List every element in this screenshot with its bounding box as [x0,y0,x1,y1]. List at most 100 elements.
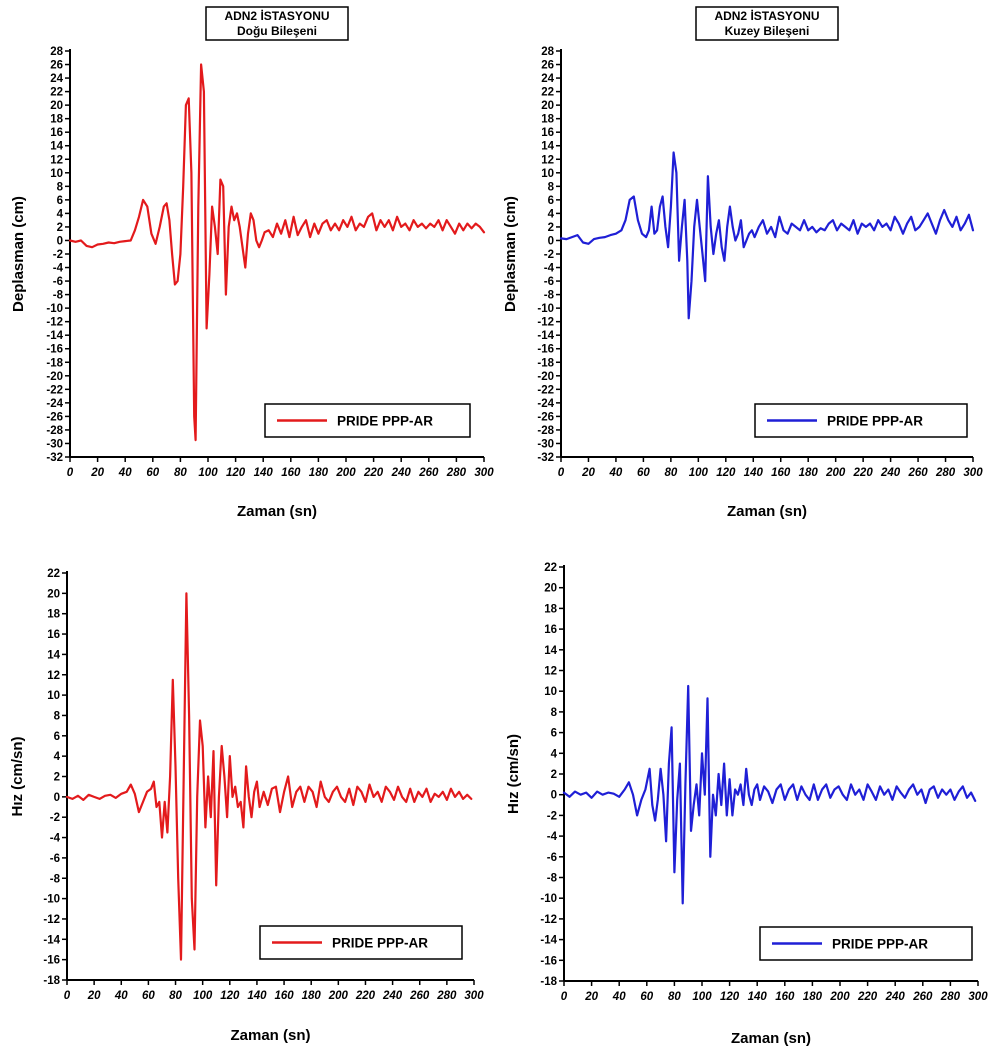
x-tick-label: 220 [363,467,384,479]
title-box [205,6,349,41]
y-tick-label: 14 [541,141,554,153]
y-tick-label: -10 [537,303,554,315]
chart-title: ADN2 İSTASYONU [224,8,329,23]
series-line [68,63,486,442]
x-tick-label: 220 [853,467,874,479]
y-tick-label: 10 [50,168,63,180]
y-tick-label: 28 [541,46,554,58]
x-tick-label: 40 [114,990,128,1002]
y-tick-label: -16 [43,955,60,967]
y-tick-label: 6 [54,731,60,743]
x-tick-label: 40 [609,467,623,479]
y-tick-label: 2 [54,772,60,784]
y-tick-label: -2 [547,810,557,822]
y-tick-label: -4 [50,833,61,845]
x-tick-label: 100 [692,991,712,1003]
y-tick-label: 4 [548,208,555,220]
y-tick-label: -24 [46,398,63,410]
x-tick-label: 300 [474,467,494,479]
y-tick-label: 12 [47,670,60,682]
chart-panel-4: -18 -16 -14 -12 -10 -8 -6 -4 -2 0 2 4 6 8 10 12 14 16 18 20… [505,562,988,1047]
y-tick-label: -22 [46,384,63,396]
x-tick-label: 200 [825,467,846,479]
y-tick-label: 8 [54,710,61,722]
y-tick-label: -2 [544,249,554,261]
x-tick-label: 160 [281,467,301,479]
y-tick-label: 22 [544,562,557,574]
legend-label: PRIDE PPP-AR [337,414,433,429]
x-axis-label: Zaman (sn) [237,503,317,520]
x-tick-label: 140 [748,991,768,1003]
x-tick-label: 20 [584,991,598,1003]
x-tick-label: 160 [274,990,294,1002]
y-tick-label: -20 [46,371,63,383]
x-tick-label: 120 [220,990,240,1002]
y-tick-label: -6 [547,852,557,864]
y-tick-label: -12 [43,914,60,926]
y-tick-label: 8 [551,707,558,719]
x-tick-label: 180 [309,467,329,479]
y-tick-label: 28 [50,46,63,58]
x-tick-label: 200 [335,467,356,479]
x-tick-label: 80 [668,991,681,1003]
y-tick-label: -12 [537,317,554,329]
y-tick-label: -10 [540,893,557,905]
y-tick-label: 6 [57,195,63,207]
y-tick-label: 18 [544,603,557,615]
y-tick-label: 16 [50,127,63,139]
x-tick-label: 300 [968,991,988,1003]
y-tick-label: -14 [537,330,554,342]
y-tick-label: 18 [50,114,63,126]
chart-subtitle: Kuzey Bileşeni [725,24,810,38]
x-tick-label: 20 [581,467,595,479]
x-tick-label: 240 [880,467,901,479]
y-tick-label: -14 [46,330,63,342]
x-tick-label: 260 [912,991,933,1003]
y-tick-label: -16 [540,955,557,967]
x-axis-label: Zaman (sn) [731,1030,811,1047]
y-tick-label: -26 [46,411,63,423]
y-axis-label: Hız (cm/sn) [9,736,26,816]
x-tick-label: 0 [561,991,568,1003]
x-tick-label: 100 [198,467,218,479]
y-tick-label: 18 [541,114,554,126]
series-line [562,684,977,905]
x-tick-label: 240 [885,991,906,1003]
x-tick-label: 160 [775,991,795,1003]
y-tick-label: -30 [537,438,554,450]
y-tick-label: 20 [541,100,554,112]
y-tick-label: -16 [537,344,554,356]
y-tick-label: -18 [46,357,63,369]
y-tick-label: 0 [57,235,63,247]
y-tick-label: 4 [57,208,64,220]
x-tick-label: 60 [637,467,650,479]
y-tick-label: 0 [551,790,557,802]
y-tick-label: 4 [551,748,558,760]
legend-label: PRIDE PPP-AR [832,937,928,952]
x-tick-label: 280 [446,467,467,479]
legend-label: PRIDE PPP-AR [332,936,428,951]
x-tick-label: 280 [940,991,961,1003]
x-tick-label: 240 [382,990,403,1002]
x-tick-label: 260 [907,467,928,479]
x-tick-label: 220 [355,990,376,1002]
x-tick-label: 300 [464,990,484,1002]
y-tick-label: -8 [50,873,61,885]
y-tick-label: 22 [50,87,63,99]
x-axis-label: Zaman (sn) [230,1027,310,1044]
y-tick-label: -30 [46,438,63,450]
y-tick-label: -18 [537,357,554,369]
y-tick-label: 2 [551,769,557,781]
y-tick-label: -10 [46,303,63,315]
y-tick-label: -8 [547,873,558,885]
y-tick-label: 6 [548,195,554,207]
y-tick-label: 22 [541,87,554,99]
y-tick-label: 0 [54,792,60,804]
y-tick-label: -12 [46,317,63,329]
y-tick-label: 2 [57,222,63,234]
x-tick-label: 0 [67,467,74,479]
y-axis-label: Deplasman (cm) [502,196,519,312]
y-tick-label: -28 [537,425,554,437]
